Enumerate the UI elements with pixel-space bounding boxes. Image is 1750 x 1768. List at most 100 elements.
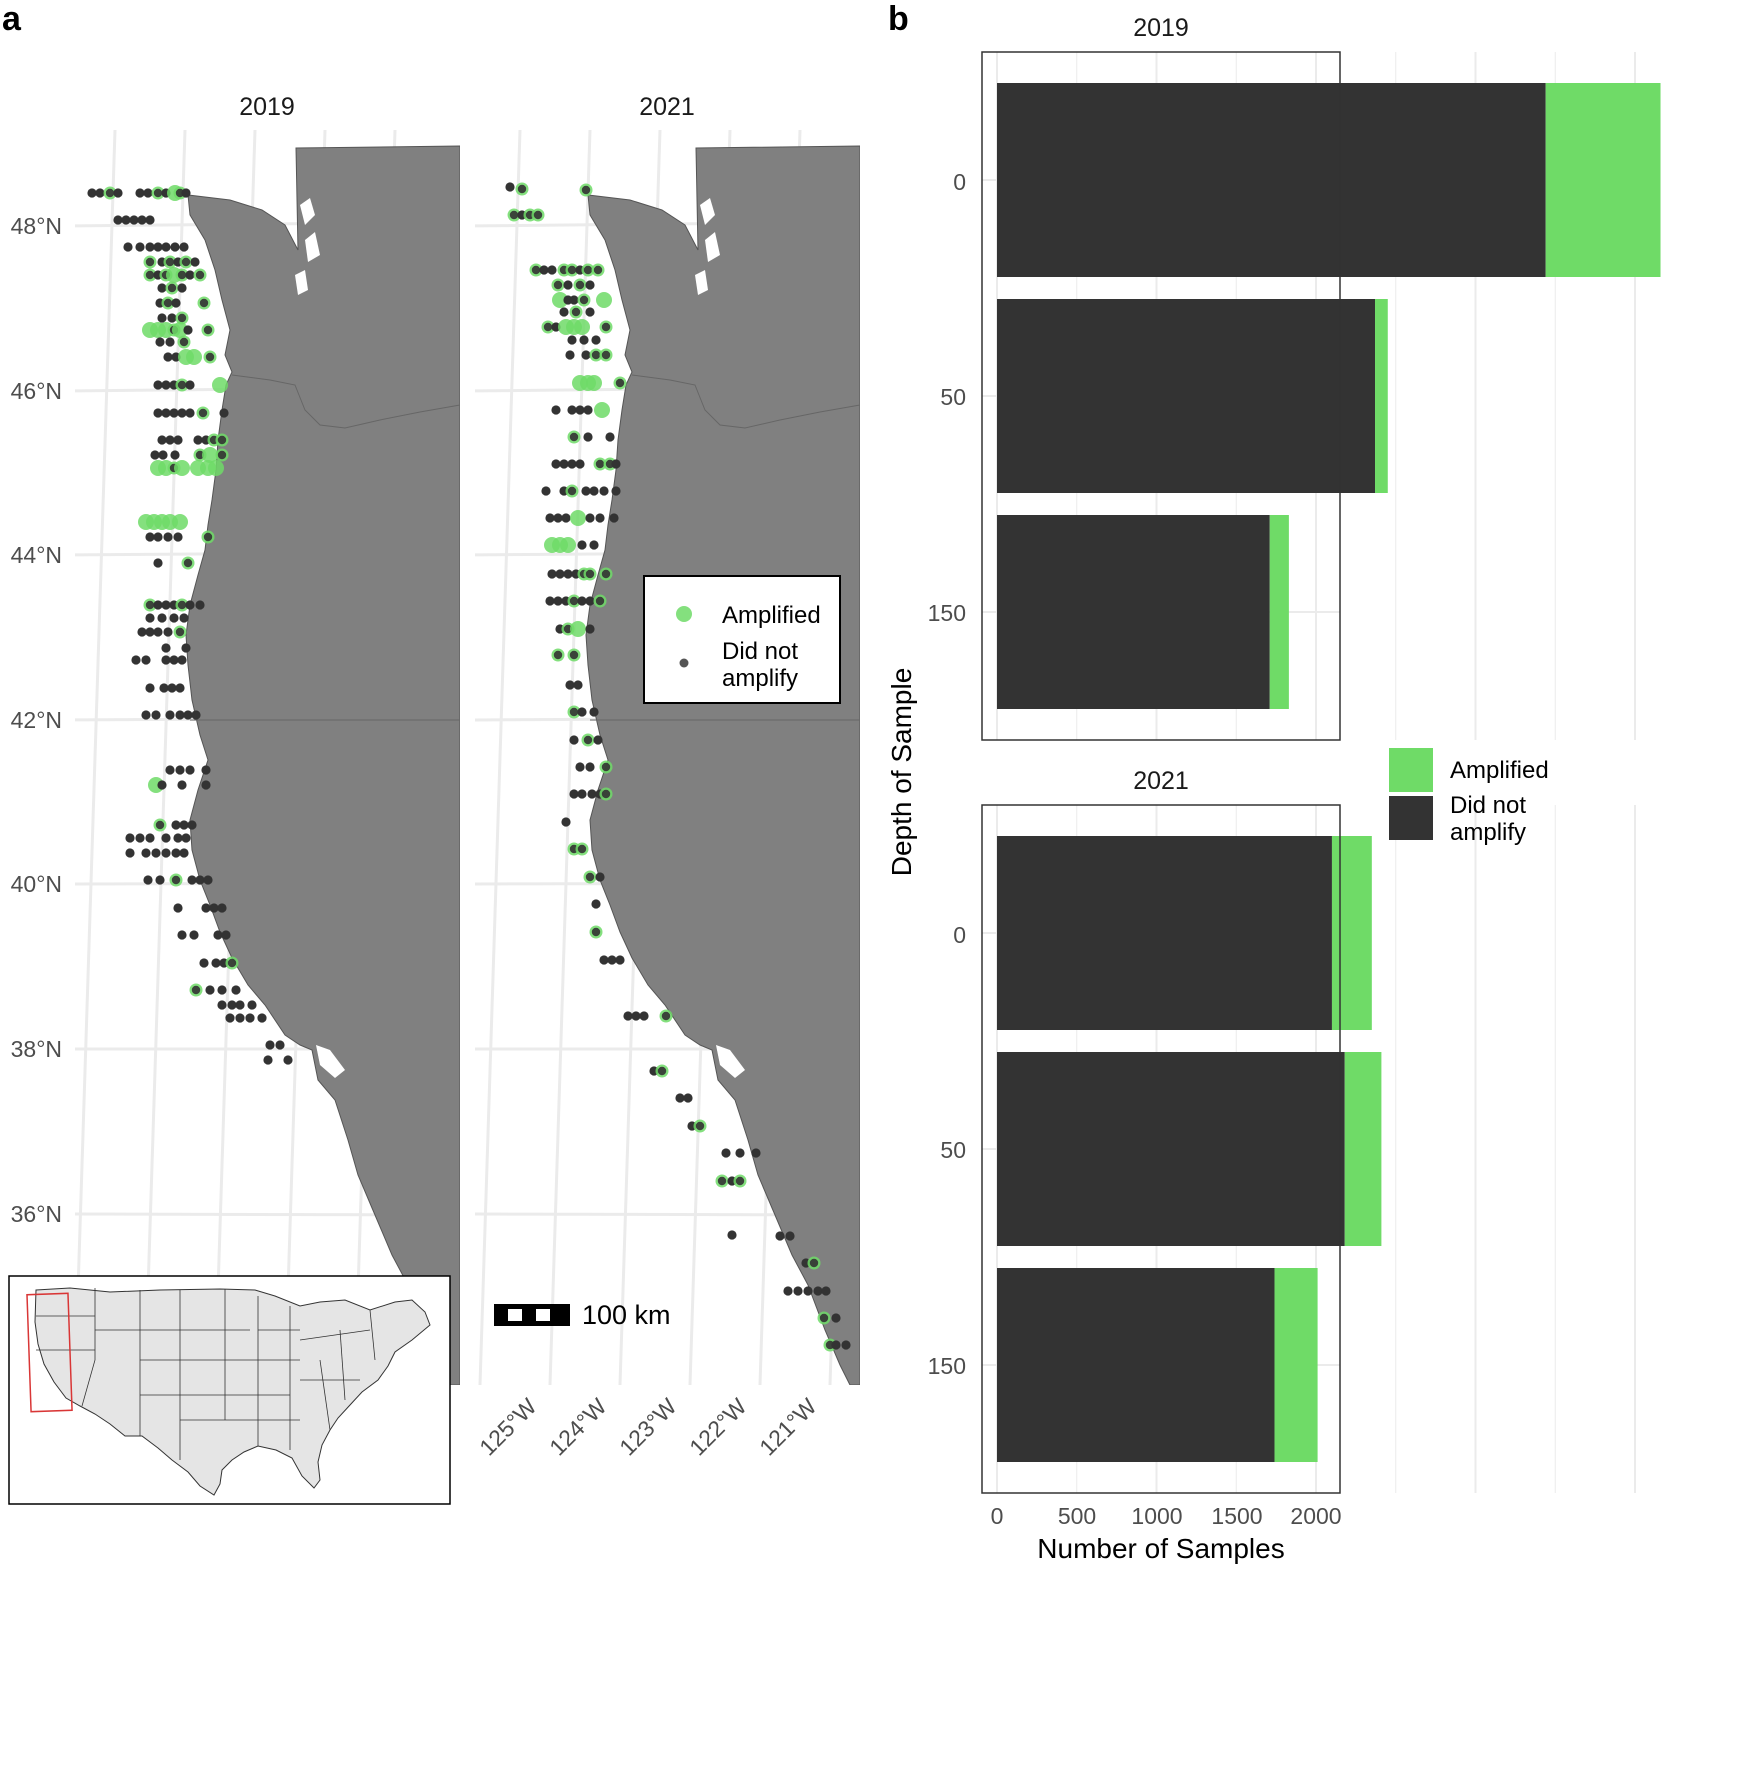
sample-point-not-amplified	[173, 903, 183, 913]
sample-point-not-amplified	[593, 735, 603, 745]
sample-point-not-amplified	[141, 655, 151, 665]
lat-tick-label: 38°N	[11, 1036, 62, 1062]
panel-label-a: a	[2, 0, 22, 38]
sample-point-not-amplified	[561, 817, 571, 827]
sample-point-not-amplified	[181, 833, 191, 843]
sample-point-not-amplified	[577, 844, 587, 854]
sample-point-not-amplified	[183, 325, 193, 335]
scale-bar-label: 100 km	[582, 1300, 671, 1330]
sample-point-not-amplified	[173, 435, 183, 445]
lat-tick-label: 44°N	[11, 542, 62, 568]
sample-point-not-amplified	[191, 710, 201, 720]
sample-point-amplified	[570, 510, 586, 526]
sample-point-not-amplified	[219, 408, 229, 418]
sample-point-not-amplified	[177, 600, 187, 610]
sample-point-not-amplified	[157, 435, 167, 445]
sample-point-not-amplified	[165, 337, 175, 347]
sample-point-not-amplified	[583, 735, 593, 745]
sample-point-not-amplified	[217, 1000, 227, 1010]
sample-point-not-amplified	[611, 486, 621, 496]
sample-point-not-amplified	[217, 903, 227, 913]
sample-point-not-amplified	[187, 875, 197, 885]
map-2021	[475, 130, 860, 1385]
sample-point-amplified	[552, 292, 568, 308]
map-legend-not-amplified-label-1: Did not	[722, 638, 798, 665]
bar-did-not-amplify-depth-50	[997, 299, 1376, 493]
sample-point-not-amplified	[167, 313, 177, 323]
sample-point-amplified	[596, 292, 612, 308]
sample-point-not-amplified	[129, 215, 139, 225]
sample-point-not-amplified	[145, 532, 155, 542]
sample-point-not-amplified	[583, 405, 593, 415]
sample-point-amplified	[186, 349, 202, 365]
sample-point-not-amplified	[565, 680, 575, 690]
sample-point-not-amplified	[157, 313, 167, 323]
sample-point-not-amplified	[593, 265, 603, 275]
sample-point-not-amplified	[165, 435, 175, 445]
map-2019	[75, 130, 460, 1385]
sample-point-not-amplified	[205, 985, 215, 995]
sample-point-not-amplified	[153, 380, 163, 390]
sample-point-not-amplified	[735, 1176, 745, 1186]
sample-point-not-amplified	[177, 313, 187, 323]
borders-2021	[590, 374, 860, 721]
sample-point-not-amplified	[173, 532, 183, 542]
sample-point-not-amplified	[203, 325, 213, 335]
sample-point-not-amplified	[181, 643, 191, 653]
bar-amplified-depth-0	[1331, 836, 1372, 1030]
sample-point-not-amplified	[257, 1013, 267, 1023]
sample-point-not-amplified	[153, 532, 163, 542]
lat-tick-label: 40°N	[11, 871, 62, 897]
x-tick-label: 1000	[1131, 1503, 1182, 1529]
sample-point-not-amplified	[165, 710, 175, 720]
sample-point-not-amplified	[175, 627, 185, 637]
bar-did-not-amplify-depth-0	[997, 836, 1332, 1030]
sample-point-not-amplified	[683, 1093, 693, 1103]
sample-point-not-amplified	[803, 1286, 813, 1296]
y-tick-label: 0	[953, 169, 966, 195]
sample-point-not-amplified	[157, 283, 167, 293]
scale-bar: 100 km	[494, 1300, 671, 1330]
sample-point-not-amplified	[191, 985, 201, 995]
sample-point-not-amplified	[189, 930, 199, 940]
sample-point-not-amplified	[585, 762, 595, 772]
sample-point-not-amplified	[831, 1313, 841, 1323]
sample-point-not-amplified	[169, 655, 179, 665]
sample-point-not-amplified	[153, 627, 163, 637]
x-tick-label: 500	[1058, 1503, 1096, 1529]
lat-tick-label: 36°N	[11, 1201, 62, 1227]
sample-point-not-amplified	[181, 188, 191, 198]
sample-point-not-amplified	[145, 600, 155, 610]
sample-point-not-amplified	[589, 540, 599, 550]
bar-amplified-depth-150	[1269, 515, 1289, 709]
sample-point-not-amplified	[185, 408, 195, 418]
sample-point-not-amplified	[171, 875, 181, 885]
map-legend-box	[643, 575, 841, 704]
sample-point-not-amplified	[579, 335, 589, 345]
sample-point-not-amplified	[155, 875, 165, 885]
bar-chart-2021: 2021 0 50 150	[928, 767, 1636, 1494]
sample-point-not-amplified	[195, 270, 205, 280]
sample-point-not-amplified	[183, 558, 193, 568]
sample-point-not-amplified	[545, 513, 555, 523]
sample-point-not-amplified	[539, 265, 549, 275]
sample-point-not-amplified	[153, 558, 163, 568]
bar-panel-frame-2019	[981, 51, 1341, 741]
panel-label-b: b	[888, 0, 909, 38]
bar-legend-amplified-key	[1389, 748, 1433, 792]
map-legend-amplified-symbol	[676, 606, 692, 622]
sample-points-2021	[505, 182, 851, 1352]
y-tick-label: 0	[953, 922, 966, 948]
sample-point-not-amplified	[585, 569, 595, 579]
sample-point-not-amplified	[569, 789, 579, 799]
sample-point-not-amplified	[175, 683, 185, 693]
sample-point-not-amplified	[179, 337, 189, 347]
sample-point-not-amplified	[567, 405, 577, 415]
sample-point-not-amplified	[95, 188, 105, 198]
sample-point-not-amplified	[695, 1121, 705, 1131]
sample-point-amplified	[212, 377, 228, 393]
sample-point-amplified	[172, 322, 188, 338]
bar-facet-title-2019: 2019	[1133, 14, 1189, 42]
sample-point-not-amplified	[193, 435, 203, 445]
sample-point-not-amplified	[227, 958, 237, 968]
